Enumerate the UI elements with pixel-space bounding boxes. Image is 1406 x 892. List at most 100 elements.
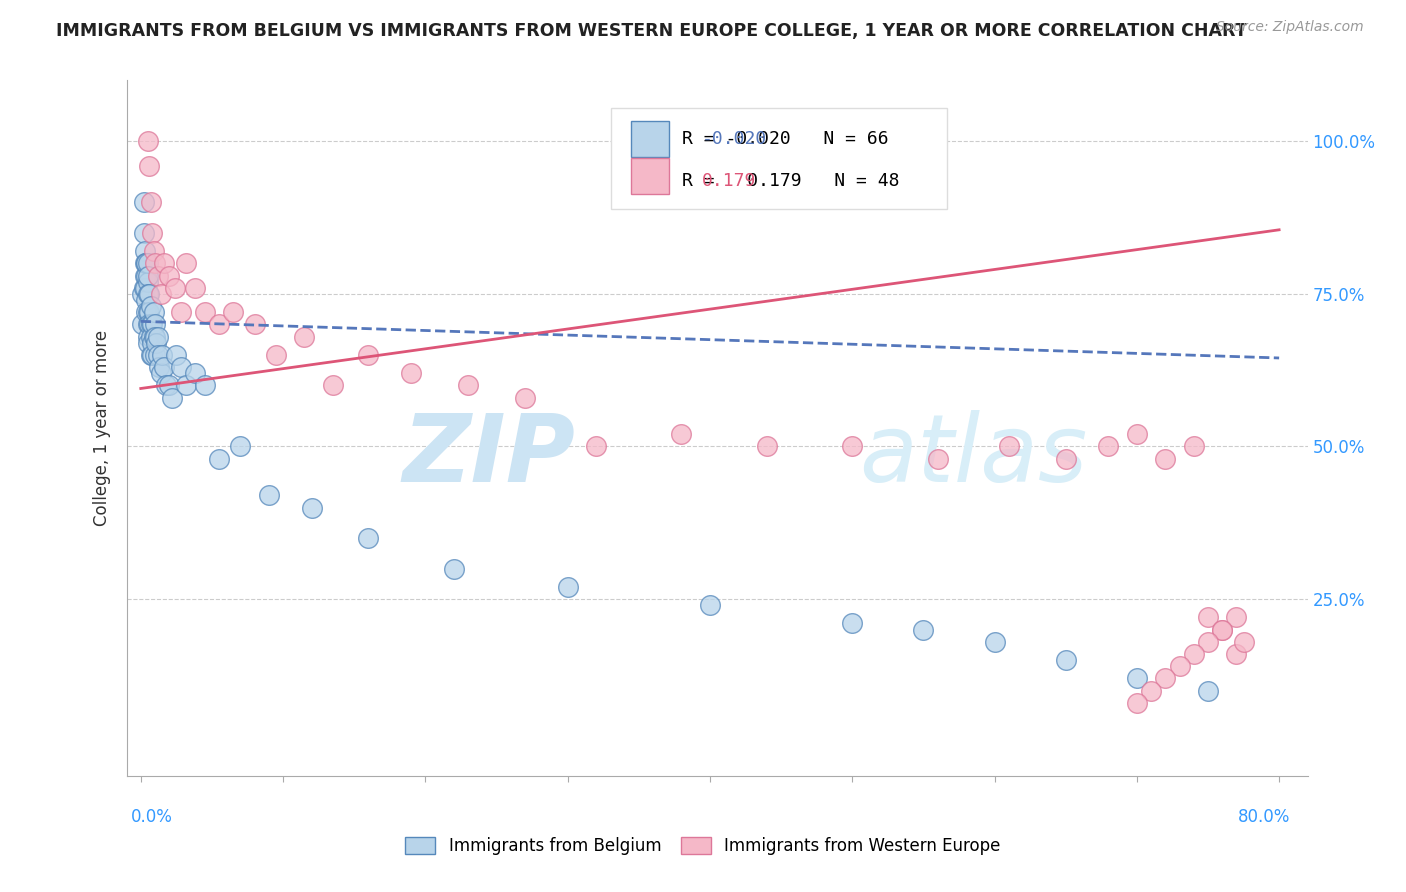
Point xyxy=(163,281,186,295)
Point xyxy=(134,268,156,283)
Point xyxy=(983,634,1005,648)
Point xyxy=(927,451,949,466)
Point xyxy=(131,286,153,301)
Point xyxy=(142,305,165,319)
Point xyxy=(912,623,935,637)
Point xyxy=(136,318,159,332)
Point xyxy=(169,360,191,375)
Point xyxy=(141,318,163,332)
Point xyxy=(143,329,166,343)
Point xyxy=(184,366,207,380)
Point xyxy=(152,256,174,270)
Point xyxy=(699,598,721,612)
Point xyxy=(1126,672,1149,686)
Point xyxy=(157,268,180,283)
Point xyxy=(143,348,166,362)
Point xyxy=(755,440,778,454)
Point xyxy=(1182,647,1205,661)
Point xyxy=(146,268,169,283)
Point xyxy=(1211,623,1233,637)
Text: -0.020: -0.020 xyxy=(702,130,766,148)
Point xyxy=(139,318,162,332)
Point xyxy=(399,366,422,380)
Point xyxy=(841,440,863,454)
Text: Source: ZipAtlas.com: Source: ZipAtlas.com xyxy=(1216,20,1364,34)
Point xyxy=(208,451,231,466)
Point xyxy=(294,329,316,343)
Point xyxy=(1054,451,1077,466)
Point xyxy=(176,256,198,270)
Point xyxy=(160,391,183,405)
Point xyxy=(1054,653,1077,667)
Point xyxy=(136,286,159,301)
Point xyxy=(143,256,166,270)
Text: atlas: atlas xyxy=(859,410,1087,501)
Point xyxy=(150,348,173,362)
Point xyxy=(1097,440,1119,454)
Point xyxy=(176,378,198,392)
Text: R =   0.179   N = 48: R = 0.179 N = 48 xyxy=(682,172,898,190)
Point xyxy=(1154,672,1177,686)
Point xyxy=(585,440,607,454)
Point xyxy=(136,305,159,319)
Point xyxy=(1140,683,1163,698)
Text: IMMIGRANTS FROM BELGIUM VS IMMIGRANTS FROM WESTERN EUROPE COLLEGE, 1 YEAR OR MOR: IMMIGRANTS FROM BELGIUM VS IMMIGRANTS FR… xyxy=(56,22,1247,40)
Point xyxy=(1182,440,1205,454)
Point xyxy=(132,281,155,295)
Point xyxy=(357,531,380,545)
Point xyxy=(257,488,280,502)
Point xyxy=(142,244,165,259)
Point xyxy=(1197,610,1219,624)
Point xyxy=(136,335,159,350)
Text: ZIP: ZIP xyxy=(402,410,575,502)
Point xyxy=(194,378,217,392)
Point xyxy=(131,318,153,332)
Point xyxy=(557,580,579,594)
Point xyxy=(136,275,159,289)
Text: 80.0%: 80.0% xyxy=(1239,808,1291,826)
Point xyxy=(135,293,157,307)
Point xyxy=(146,348,169,362)
Point xyxy=(138,286,160,301)
Point xyxy=(138,318,160,332)
Point xyxy=(141,348,163,362)
Point xyxy=(141,226,163,240)
Point xyxy=(1225,610,1247,624)
Point xyxy=(322,378,344,392)
Point xyxy=(457,378,479,392)
Point xyxy=(243,318,266,332)
Point xyxy=(135,256,157,270)
Point xyxy=(148,360,170,375)
Point xyxy=(136,268,159,283)
Point xyxy=(1197,683,1219,698)
Legend: Immigrants from Belgium, Immigrants from Western Europe: Immigrants from Belgium, Immigrants from… xyxy=(398,830,1008,862)
Text: R = -0.020   N = 66: R = -0.020 N = 66 xyxy=(682,130,889,148)
Point xyxy=(229,440,252,454)
Point xyxy=(139,329,162,343)
Point xyxy=(139,348,162,362)
Point xyxy=(157,378,180,392)
Point xyxy=(165,348,187,362)
Point xyxy=(194,305,217,319)
Point xyxy=(132,195,155,210)
Point xyxy=(138,305,160,319)
Point xyxy=(146,329,169,343)
Point xyxy=(264,348,287,362)
Text: 0.0%: 0.0% xyxy=(131,808,173,826)
Point xyxy=(135,256,157,270)
Point xyxy=(139,299,162,313)
Point xyxy=(357,348,380,362)
Point xyxy=(152,360,174,375)
Point xyxy=(135,305,157,319)
Point xyxy=(841,616,863,631)
Point xyxy=(1154,451,1177,466)
Point xyxy=(1126,696,1149,710)
Y-axis label: College, 1 year or more: College, 1 year or more xyxy=(93,330,111,526)
Point xyxy=(169,305,191,319)
Point xyxy=(513,391,536,405)
Point xyxy=(132,226,155,240)
Point xyxy=(136,256,159,270)
Point xyxy=(1225,647,1247,661)
Point xyxy=(1232,634,1254,648)
Point xyxy=(222,305,245,319)
